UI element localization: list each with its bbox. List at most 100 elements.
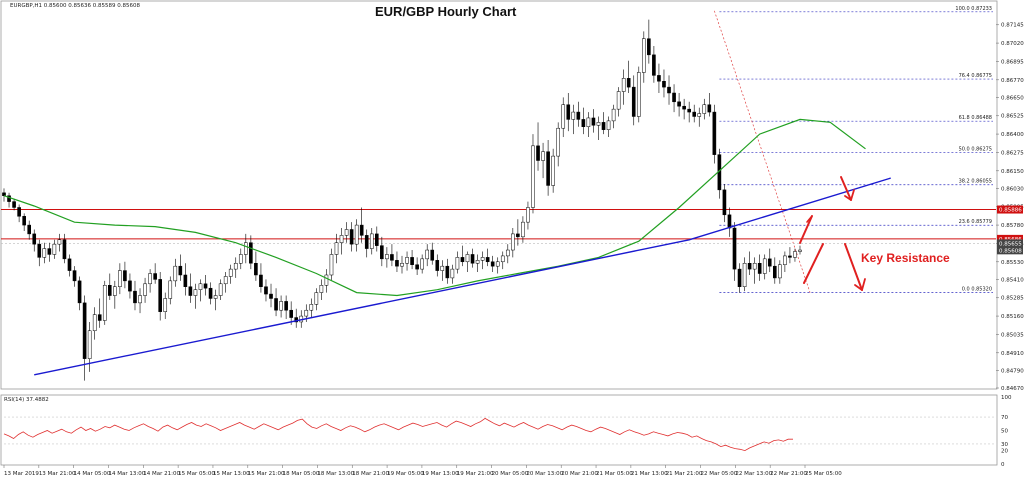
candle [329, 248, 334, 281]
candle [405, 251, 409, 271]
fib-level-label: 38.2 0.86055 [959, 179, 992, 185]
time-tick-label: 22 Mar 13:00 [735, 471, 772, 477]
candle [752, 257, 757, 284]
rsi-tick-label: 20 [1001, 449, 1008, 455]
price-tick-label: 0.85780 [1001, 223, 1024, 229]
price-tick-label: 0.86275 [1001, 150, 1024, 156]
candle [672, 84, 676, 113]
price-tag-label: 0.85608 [999, 248, 1022, 254]
fib-level-label: 61.8 0.86488 [959, 115, 992, 121]
candle [425, 244, 430, 267]
candle [128, 273, 132, 299]
candle [490, 255, 495, 273]
time-tick-label: 22 Mar 05:00 [701, 471, 738, 477]
arrow-stroke [850, 189, 855, 201]
candle [571, 104, 576, 135]
time-tick-label: 15 Mar 13:00 [213, 471, 250, 477]
candle [652, 46, 656, 83]
time-tick-label: 14 Mar 21:00 [143, 471, 180, 477]
candle [223, 272, 228, 293]
candle [435, 254, 440, 277]
price-tag [997, 246, 1023, 255]
candle [591, 109, 596, 133]
candle [551, 148, 555, 193]
candle [616, 87, 621, 117]
candle [445, 258, 450, 284]
candle [12, 198, 16, 211]
candle [123, 261, 127, 289]
price-tick-label: 0.86400 [1001, 132, 1024, 138]
candle [702, 98, 707, 120]
moving-average-line [3, 118, 866, 297]
time-tick-label: 14 Mar 13:00 [108, 471, 145, 477]
candle [233, 257, 238, 278]
candle [17, 204, 21, 223]
candle [561, 97, 566, 138]
candle [566, 92, 571, 132]
rsi-line [3, 417, 793, 452]
candle [657, 63, 661, 93]
candle [72, 266, 77, 287]
candle [430, 242, 435, 265]
fib-diagonal [714, 10, 811, 293]
candle [495, 257, 500, 274]
candle [732, 222, 737, 281]
candle [636, 66, 641, 123]
price-tag-label: 0.85655 [999, 241, 1022, 247]
candle [677, 92, 681, 117]
candle [757, 254, 762, 281]
candle [77, 276, 82, 311]
candle [687, 101, 691, 123]
time-tick-label: 19 Mar 21:00 [457, 471, 494, 477]
price-tick-label: 0.85160 [1001, 314, 1024, 320]
time-tick-label: 18 Mar 21:00 [352, 471, 389, 477]
price-tick-label: 0.86030 [1001, 186, 1024, 192]
price-tick-label: 0.86650 [1001, 95, 1024, 101]
candle [27, 220, 32, 240]
candle [309, 298, 314, 318]
price-tick-label: 0.87145 [1001, 23, 1024, 29]
candle [82, 295, 87, 381]
price-panel [0, 0, 998, 390]
candle [631, 75, 636, 126]
candle [107, 273, 112, 300]
candle [213, 289, 218, 311]
price-tag-label: 0.85886 [999, 208, 1022, 214]
candle [505, 244, 510, 264]
price-tick-label: 0.85410 [1001, 277, 1024, 283]
candle [269, 283, 273, 308]
candle [500, 251, 505, 270]
time-tick-label: 20 Mar 21:00 [561, 471, 598, 477]
candle [747, 251, 752, 275]
candle [168, 276, 173, 305]
fib-level-label: 50.0 0.86275 [959, 146, 992, 152]
candle [254, 251, 258, 281]
candle [183, 263, 188, 296]
candle [359, 207, 364, 243]
price-tag [997, 205, 1023, 214]
arrow-stroke [799, 215, 813, 244]
candle [173, 258, 178, 287]
candle [163, 292, 168, 320]
candle [118, 263, 122, 295]
time-tick-label: 13 Mar 2019 [4, 471, 39, 477]
candle [546, 139, 550, 196]
candle [62, 233, 67, 264]
candle [294, 308, 299, 328]
candle [460, 245, 465, 267]
fib-level-label: 0.0 0.85320 [962, 287, 992, 293]
candle [374, 226, 379, 252]
time-tick-label: 18 Mar 05:00 [283, 471, 320, 477]
time-tick-label: 14 Mar 05:00 [74, 471, 111, 477]
price-tick-label: 0.86150 [1001, 169, 1024, 175]
candle [722, 183, 727, 223]
time-tick-label: 21 Mar 21:00 [666, 471, 703, 477]
price-tick-label: 0.86895 [1001, 59, 1024, 65]
candle [67, 254, 72, 277]
time-tick-label: 15 Mar 05:00 [178, 471, 215, 477]
candle [480, 251, 485, 270]
candle [354, 219, 359, 252]
candle [264, 279, 268, 302]
time-tick-label: 22 Mar 21:00 [770, 471, 807, 477]
